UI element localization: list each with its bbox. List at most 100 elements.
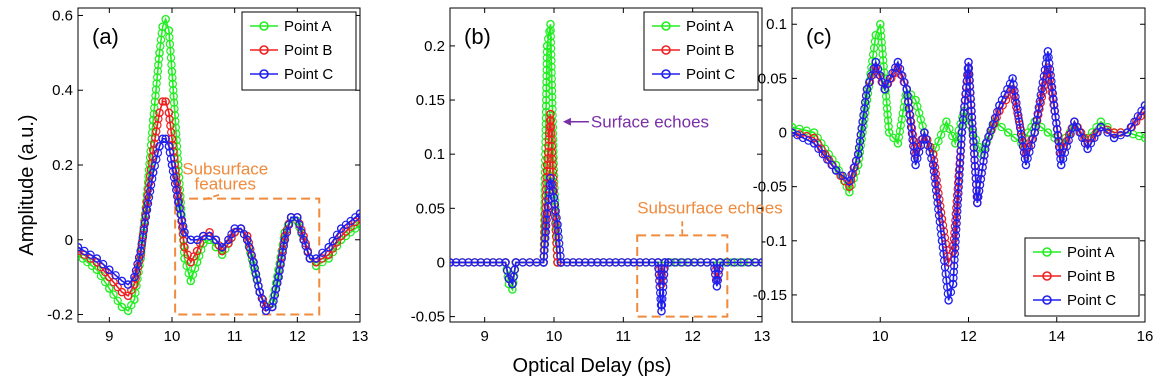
data-point xyxy=(629,258,638,267)
data-point xyxy=(1134,131,1144,141)
annotation-text: Subsurface xyxy=(182,159,268,178)
data-point xyxy=(123,280,133,289)
panel-label: (c) xyxy=(806,24,832,49)
data-point xyxy=(929,167,939,176)
data-point xyxy=(750,258,760,267)
data-point xyxy=(1043,128,1053,137)
data-point xyxy=(1140,101,1145,110)
legend-label: Point B xyxy=(1067,268,1115,285)
data-point xyxy=(605,258,614,267)
annotation-text: Subsurface echoes xyxy=(637,199,783,218)
data-point xyxy=(1096,117,1106,126)
data-point xyxy=(965,82,975,91)
data-point xyxy=(169,85,178,95)
x-tick-label: 10 xyxy=(164,328,181,345)
data-point xyxy=(552,213,561,222)
data-point xyxy=(1017,136,1027,145)
data-point xyxy=(1056,154,1065,164)
y-tick-label: 0.2 xyxy=(52,157,73,174)
data-point xyxy=(953,194,963,204)
data-point xyxy=(965,70,974,79)
data-point xyxy=(172,191,182,201)
data-point xyxy=(1045,75,1055,85)
data-point xyxy=(953,190,962,200)
data-point xyxy=(975,180,985,190)
data-point xyxy=(954,182,963,192)
data-point xyxy=(205,231,214,241)
data-point xyxy=(149,109,158,119)
x-tick-label: 12 xyxy=(684,328,701,345)
data-point xyxy=(860,104,869,113)
data-point xyxy=(297,228,306,237)
data-point xyxy=(541,227,551,237)
data-point xyxy=(690,258,699,267)
data-point xyxy=(635,258,645,267)
data-point xyxy=(952,225,961,234)
data-point xyxy=(1036,90,1046,100)
data-point xyxy=(105,284,114,293)
data-point xyxy=(351,217,360,227)
data-point xyxy=(155,108,164,117)
data-point xyxy=(1047,76,1056,86)
data-point xyxy=(546,109,555,119)
data-point xyxy=(211,235,221,245)
legend-marker xyxy=(259,45,269,55)
data-point xyxy=(855,136,865,146)
data-point xyxy=(683,258,692,267)
data-point xyxy=(346,222,355,231)
data-point xyxy=(148,115,158,125)
data-point xyxy=(1044,53,1053,62)
data-point xyxy=(141,212,151,221)
data-point xyxy=(547,135,556,144)
x-tick-label: 10 xyxy=(872,328,889,345)
data-point xyxy=(974,186,984,196)
data-point xyxy=(937,230,946,239)
data-point xyxy=(540,239,550,249)
data-point xyxy=(476,258,485,267)
data-point xyxy=(548,186,558,196)
data-point xyxy=(1005,79,1015,89)
data-point xyxy=(802,126,811,135)
x-tick-label: 10 xyxy=(546,328,563,345)
data-point xyxy=(929,156,939,165)
data-point xyxy=(959,109,968,118)
data-point xyxy=(1068,123,1077,133)
data-point xyxy=(543,154,552,163)
data-point xyxy=(98,259,108,269)
data-point xyxy=(134,253,144,262)
y-tick-label: 0 xyxy=(437,254,445,271)
data-point xyxy=(168,73,177,83)
data-point xyxy=(1015,117,1024,126)
data-point xyxy=(617,258,626,267)
data-point xyxy=(1047,82,1057,92)
legend-label: Point C xyxy=(686,66,735,83)
data-point xyxy=(908,135,917,144)
data-point xyxy=(458,258,467,267)
data-point xyxy=(897,115,907,124)
data-point xyxy=(858,128,867,137)
data-point xyxy=(831,166,841,175)
x-tick-label: 11 xyxy=(227,328,243,345)
data-point xyxy=(659,282,668,291)
data-point xyxy=(949,273,958,283)
data-point xyxy=(332,230,342,239)
data-point xyxy=(969,143,979,152)
data-point xyxy=(702,258,712,267)
data-point xyxy=(904,97,913,107)
data-point xyxy=(1050,106,1060,116)
data-point xyxy=(555,245,565,254)
data-point xyxy=(318,254,327,263)
legend-marker xyxy=(661,21,671,31)
data-point xyxy=(884,128,894,137)
data-point xyxy=(951,231,961,240)
data-point xyxy=(862,95,872,105)
data-point xyxy=(113,282,122,292)
data-point xyxy=(547,141,557,151)
data-point xyxy=(955,170,964,180)
data-point xyxy=(189,252,199,261)
data-point xyxy=(169,98,179,107)
data-point xyxy=(954,176,964,186)
data-point xyxy=(250,264,259,273)
